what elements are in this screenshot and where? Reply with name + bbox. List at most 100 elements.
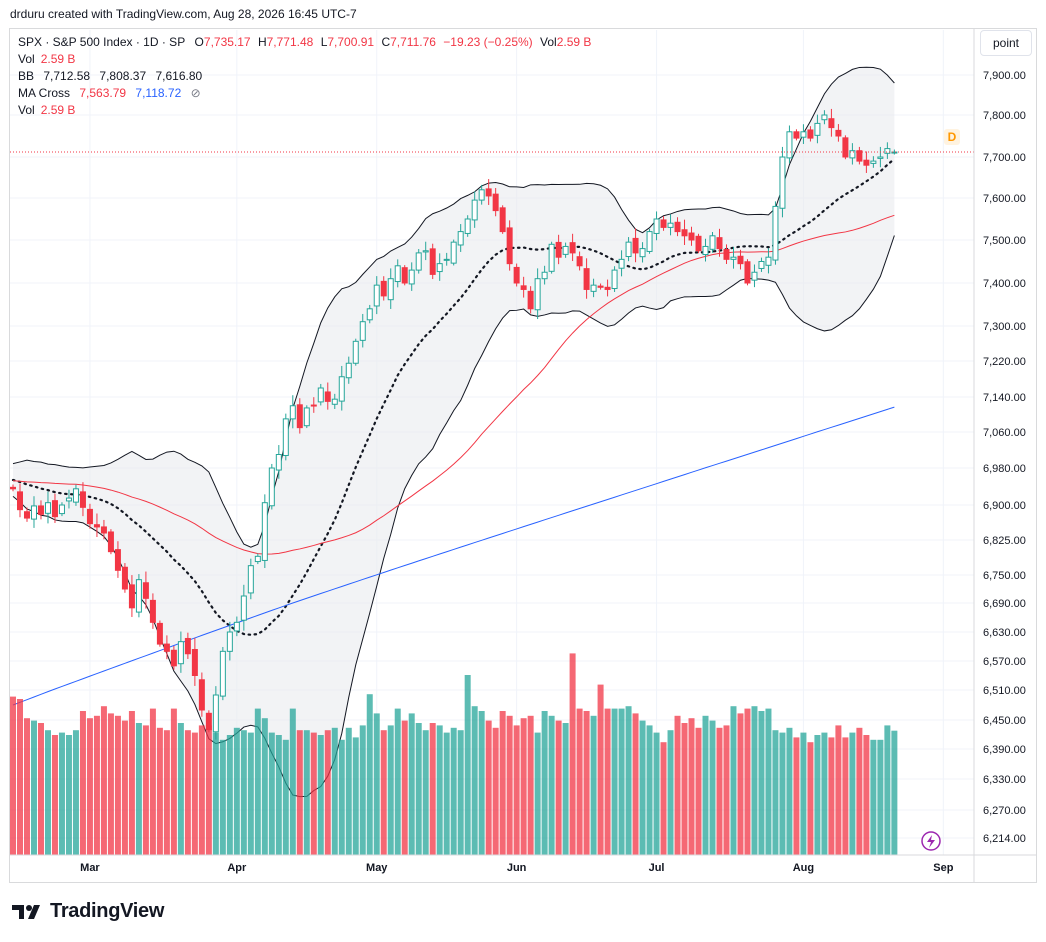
candle-body [828, 118, 835, 129]
dividend-badge[interactable]: D [944, 129, 960, 145]
volume-bar [205, 725, 212, 855]
candle-body [324, 391, 331, 402]
chart-frame[interactable] [9, 28, 1037, 883]
candle-body [436, 263, 443, 273]
candle-body [716, 237, 723, 250]
candle-body [282, 418, 289, 456]
candle-body [611, 269, 618, 290]
candle-body [702, 245, 709, 256]
volume-bar [16, 699, 23, 855]
candle-body [779, 156, 786, 209]
candle-body [527, 290, 534, 310]
volume-bar [555, 720, 562, 855]
volume-bar [737, 713, 744, 855]
candle-body [142, 582, 149, 599]
candle-body [198, 679, 205, 711]
volume-bar [436, 725, 443, 855]
legend-ma-row: MA Cross 7,563.79 7,118.72 ⊘ [18, 85, 595, 102]
bollinger-basis-line [11, 157, 896, 636]
candle-body [695, 235, 702, 252]
legend-change: −19.23 (−0.25%) [443, 35, 533, 49]
candle-body [233, 621, 240, 632]
candle-body [576, 256, 583, 267]
legend-bb-lower: 7,616.80 [155, 69, 203, 83]
legend-high-value: 7,771.48 [266, 35, 314, 49]
candle-body [590, 284, 597, 292]
candle-body [212, 694, 219, 733]
candle-body [373, 284, 380, 307]
scale-mode-button[interactable]: point [980, 30, 1032, 56]
tradingview-logo-icon [12, 904, 40, 919]
volume-bar [548, 715, 555, 855]
volume-bar [807, 742, 814, 855]
volume-bar [72, 730, 79, 855]
candle-body [163, 643, 170, 652]
candle-body [877, 156, 884, 159]
candle-body [513, 266, 520, 284]
legend-price-row: SPX · S&P 500 Index · 1D · SP O7,735.17 … [18, 34, 595, 51]
price-axis-tick-label: 6,690.00 [983, 598, 1026, 610]
candle-body [744, 261, 751, 284]
volume-bar [730, 706, 737, 855]
candle-body [310, 404, 317, 407]
candle-body [646, 231, 653, 252]
volume-bar [401, 720, 408, 855]
volume-bar [457, 730, 464, 855]
volume-bar [688, 718, 695, 855]
attribution: drduru created with TradingView.com, Aug… [10, 7, 357, 21]
candle-body [401, 267, 408, 284]
volume-bar [10, 696, 16, 855]
candle-body [219, 650, 226, 697]
footer-logo[interactable]: TradingView [12, 900, 164, 923]
volume-bar [541, 711, 548, 855]
price-axis-tick-label: 7,900.00 [983, 70, 1026, 82]
price-axis-tick-label: 7,700.00 [983, 152, 1026, 164]
hidden-eye-icon[interactable]: ⊘ [190, 86, 201, 100]
volume-bar [331, 727, 338, 855]
candle-body [275, 454, 282, 471]
volume-bar [520, 718, 527, 855]
candle-body [135, 579, 142, 613]
time-axis-tick-label: May [366, 862, 388, 874]
candle-body [604, 286, 611, 290]
volume-bar [338, 739, 345, 855]
candle-body [737, 255, 744, 265]
volume-bar [891, 730, 898, 855]
legend-low-value: 7,700.91 [327, 35, 375, 49]
volume-bar [751, 706, 758, 855]
volume-bar [618, 708, 625, 855]
volume-bar [156, 727, 163, 855]
volume-bar [492, 727, 499, 855]
volume-bar [212, 732, 219, 855]
candle-body [471, 199, 478, 221]
price-axis-tick-label: 6,510.00 [983, 685, 1026, 697]
volume-bar [121, 720, 128, 855]
candle-body [408, 269, 415, 285]
volume-bar [667, 730, 674, 855]
volume-bar [877, 739, 884, 855]
price-chart[interactable]: 7,900.00 7,800.00 7,700.00 7,600.00 7,500.00… [0, 0, 1046, 895]
volume-bar [646, 725, 653, 855]
legend-vol-value: 2.59 B [556, 35, 592, 49]
volume-bar [863, 735, 870, 855]
candle-body [863, 159, 870, 166]
volume-bar [660, 742, 667, 855]
candle-body [807, 129, 814, 139]
candle-body [835, 129, 842, 137]
candle-body [569, 242, 576, 254]
candle-body [772, 205, 779, 261]
time-axis-tick-label: Jun [507, 862, 527, 874]
brand-name: TradingView [50, 900, 165, 922]
volume-bar [702, 715, 709, 855]
candle-body [394, 265, 401, 283]
candle-body [562, 245, 569, 255]
volume-bar [240, 730, 247, 855]
volume-bar [387, 725, 394, 855]
volume-bar [366, 694, 373, 855]
candle-body [450, 241, 457, 264]
candle-body [44, 502, 51, 514]
candle-body [464, 218, 471, 234]
volume-bar [93, 715, 100, 855]
volume-bar [562, 723, 569, 855]
candle-body [359, 321, 366, 341]
